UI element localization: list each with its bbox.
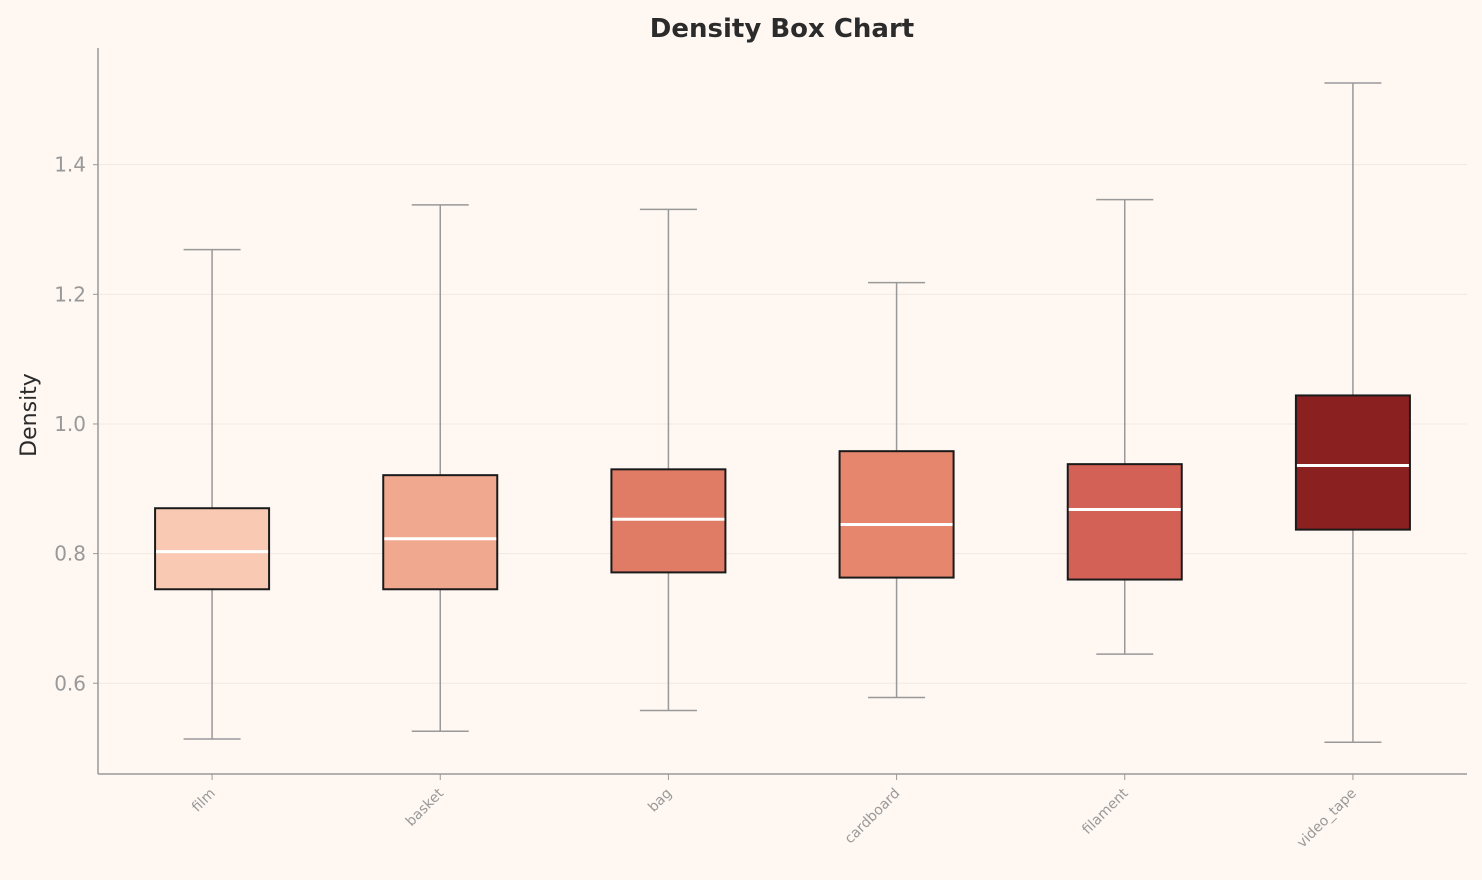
box-iqr	[1066, 463, 1183, 581]
box-iqr	[154, 507, 271, 591]
x-tick-label: video_tape	[1294, 786, 1360, 852]
chart-title: Density Box Chart	[650, 14, 914, 44]
x-tick-label: filament	[1079, 785, 1132, 838]
y-tick-label: 1.2	[54, 282, 86, 306]
box-iqr	[838, 450, 955, 579]
y-axis-label: Density	[17, 373, 42, 457]
x-tick-label: film	[189, 786, 219, 816]
x-tick-label: cardboard	[842, 786, 904, 848]
box-video_tape	[1294, 82, 1411, 743]
box-iqr	[1294, 394, 1411, 531]
y-tick-label: 0.8	[54, 542, 86, 566]
box-iqr	[382, 474, 499, 591]
x-tick-label: basket	[403, 785, 448, 830]
box-bag	[610, 208, 727, 712]
box-film	[154, 248, 271, 740]
box-basket	[382, 204, 499, 732]
box-iqr	[610, 468, 727, 574]
y-tick-label: 1.4	[54, 153, 86, 177]
y-tick-label: 1.0	[54, 412, 86, 436]
y-tick-label: 0.6	[54, 671, 86, 695]
box-filament	[1066, 198, 1183, 655]
box-cardboard	[838, 281, 955, 699]
x-tick-label: bag	[645, 786, 675, 816]
